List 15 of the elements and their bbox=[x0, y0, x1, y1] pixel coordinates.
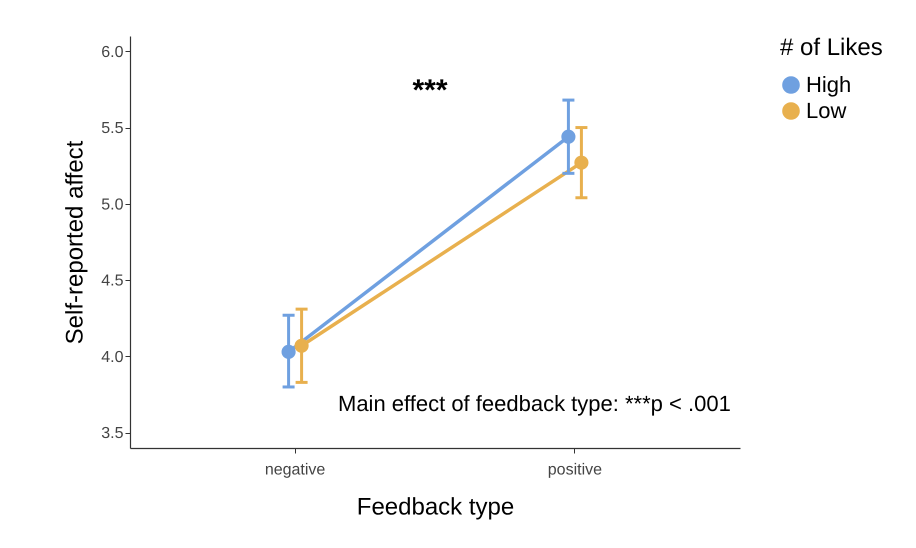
legend-title: # of Likes bbox=[780, 34, 883, 61]
y-tick-label: 4.5 bbox=[101, 272, 124, 290]
y-tick-label: 4.0 bbox=[101, 348, 124, 366]
x-tick-label: positive bbox=[548, 462, 602, 478]
legend-label: High bbox=[806, 72, 852, 97]
x-axis-title: Feedback type bbox=[356, 494, 514, 520]
x-tick-label: negative bbox=[264, 462, 326, 478]
y-tick-label: 5.5 bbox=[101, 120, 124, 138]
annotation: Main effect of feedback type: ***p < .001 bbox=[338, 391, 731, 416]
y-tick-label: 6.0 bbox=[101, 44, 124, 61]
legend-label: Low bbox=[806, 98, 846, 123]
y-tick-label: 5.0 bbox=[101, 196, 124, 214]
annotation: *** bbox=[412, 74, 448, 107]
y-tick-label: 3.5 bbox=[101, 425, 124, 442]
y-axis-title: Self-reported affect bbox=[61, 140, 88, 344]
